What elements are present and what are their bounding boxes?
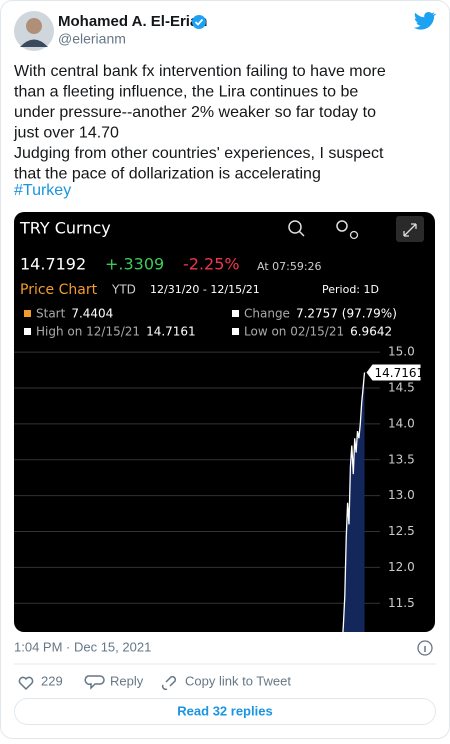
- change-pct: -2.25%: [183, 255, 240, 274]
- avatar-body: [20, 39, 48, 47]
- read-replies-button[interactable]: [14, 698, 436, 725]
- tweet-text-line: Judging from other countries' experience…: [14, 145, 384, 162]
- stat-label: Change: [244, 307, 290, 321]
- author-name[interactable]: Mohamed A. El-Erian: [58, 13, 207, 30]
- stat-swatch: [24, 310, 31, 317]
- search-icon-handle: [298, 230, 305, 237]
- stat-value: 14.7161: [146, 325, 196, 339]
- quote-time: At 07:59:26: [257, 260, 322, 273]
- stat-label: Low on 02/15/21: [244, 325, 344, 339]
- price: 14.7192: [20, 255, 86, 274]
- last-price-label: 14.7161: [375, 366, 425, 380]
- settings-icon-small: [349, 230, 359, 240]
- author-handle[interactable]: @elerianm: [58, 31, 126, 47]
- link-icon[interactable]: [161, 675, 177, 691]
- y-tick-label: 12.0: [388, 560, 415, 574]
- y-tick-label: 11.5: [388, 596, 415, 610]
- last-price-tag: [366, 364, 421, 381]
- chart-image[interactable]: [14, 212, 435, 632]
- y-tick-label: 14.5: [388, 381, 415, 395]
- stat-swatch: [24, 328, 31, 335]
- like-count[interactable]: 229: [41, 673, 63, 688]
- y-tick-label: 12.5: [388, 524, 415, 538]
- tweet-text-line: under pressure--another 2% weaker so far…: [14, 104, 376, 121]
- y-tick-label: 14.0: [388, 416, 415, 430]
- range: YTD: [111, 283, 136, 297]
- verified-check: [194, 18, 204, 26]
- stat-value: 6.9642: [350, 325, 392, 339]
- y-tick-label: 13.0: [388, 488, 415, 502]
- chart-subtitle: Price Chart: [20, 282, 98, 298]
- tweet-text-line: that the pace of dollarization is accele…: [14, 166, 321, 183]
- y-tick-label: 15.0: [388, 345, 415, 359]
- timestamp[interactable]: 1:04 PM · Dec 15, 2021: [14, 639, 151, 654]
- expand-button: [396, 216, 424, 242]
- twitter-logo[interactable]: [413, 11, 437, 30]
- tweet-text-line: than a fleeting influence, the Lira cont…: [14, 84, 358, 101]
- stat-swatch: [232, 310, 239, 317]
- stat-label: Start: [36, 307, 66, 321]
- like-icon[interactable]: [18, 676, 34, 691]
- y-tick-label: 13.5: [388, 452, 415, 466]
- verified-badge: [192, 15, 206, 29]
- period: Period: 1D: [322, 283, 379, 296]
- tweet-text-line: just over 14.70: [13, 125, 119, 142]
- expand-icon: [403, 223, 417, 237]
- price-line: [342, 372, 366, 632]
- reply-button[interactable]: Reply: [110, 673, 144, 688]
- stat-label: High on 12/15/21: [36, 325, 140, 339]
- avatar-face: [26, 18, 42, 34]
- stat-value: 7.4404: [71, 307, 113, 321]
- settings-icon: [336, 220, 348, 232]
- dates: 12/31/20 - 12/15/21: [150, 283, 260, 296]
- read-replies-label[interactable]: Read 32 replies: [177, 703, 272, 718]
- copy-link[interactable]: Copy link to Tweet: [185, 673, 291, 688]
- search-icon: [288, 220, 302, 234]
- info-icon[interactable]: [417, 640, 433, 656]
- stat-value: 7.2757 (97.79%): [296, 307, 397, 321]
- change: +.3309: [105, 255, 164, 274]
- hashtag[interactable]: #Turkey: [14, 182, 71, 199]
- plot-area: [341, 372, 366, 632]
- stat-swatch: [232, 328, 239, 335]
- reply-icon[interactable]: [84, 675, 105, 690]
- chart-title: TRY Curncy: [19, 219, 111, 238]
- price-area: [341, 372, 365, 632]
- tweet-text-line: With central bank fx intervention failin…: [14, 63, 386, 80]
